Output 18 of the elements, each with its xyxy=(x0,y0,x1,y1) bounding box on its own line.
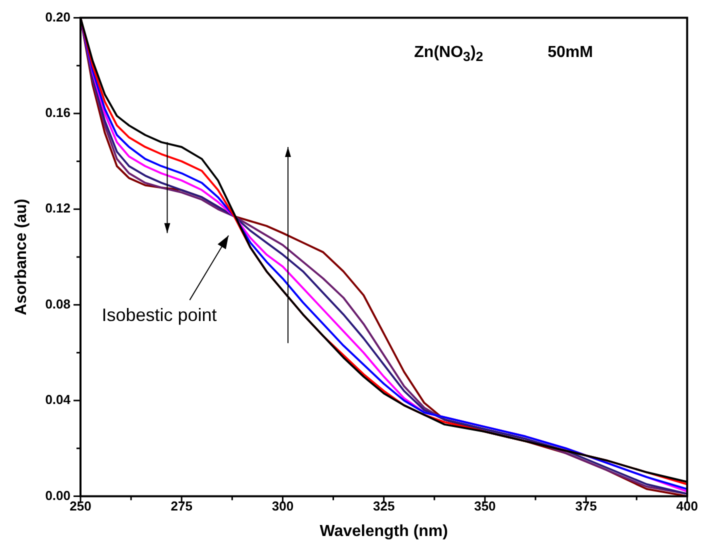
y-axis-title: Asorbance (au) xyxy=(13,198,30,316)
x-tick-label: 325 xyxy=(372,498,395,514)
y-tick-label: 0.20 xyxy=(45,9,70,24)
x-tick-label: 250 xyxy=(70,498,92,514)
y-tick-label: 0.08 xyxy=(45,296,70,312)
annotation: 50mM xyxy=(548,44,593,62)
x-tick-label: 275 xyxy=(170,498,192,514)
annotation: Zn(NO$_{3}$)$_{2}$ xyxy=(414,44,484,64)
y-tick-label: 0.12 xyxy=(45,200,70,216)
x-tick-label: 350 xyxy=(474,498,496,514)
x-tick-label: 300 xyxy=(272,498,294,514)
x-axis-title: Wavelength (nm) xyxy=(320,522,448,540)
y-tick-label: 0.00 xyxy=(45,488,70,503)
y-tick-label: 0.04 xyxy=(45,392,72,408)
x-tick-label: 375 xyxy=(575,498,597,514)
x-tick-label: 400 xyxy=(676,498,698,514)
y-tick-label: 0.16 xyxy=(45,105,70,120)
annotation: Isobestic point xyxy=(102,304,217,326)
